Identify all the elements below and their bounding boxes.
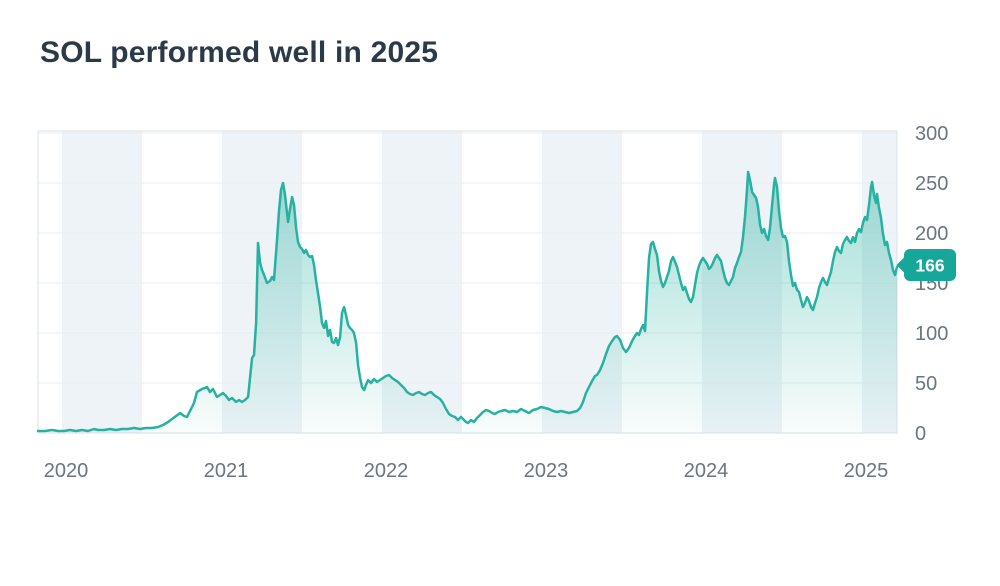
current-price-badge: 166 <box>896 249 956 281</box>
x-tick-label: 2024 <box>684 460 729 482</box>
y-tick-label: 300 <box>915 123 948 145</box>
x-axis: 2020 2021 2022 2023 2024 2025 <box>44 460 889 482</box>
y-tick-label: 0 <box>915 423 926 445</box>
x-tick-label: 2021 <box>204 460 249 482</box>
area-fill <box>38 172 897 433</box>
y-tick-label: 250 <box>915 173 948 195</box>
x-tick-label: 2022 <box>364 460 409 482</box>
y-tick-label: 100 <box>915 323 948 345</box>
y-tick-label: 50 <box>915 373 937 395</box>
x-tick-label: 2025 <box>844 460 889 482</box>
y-axis: 0 50 100 150 200 250 300 <box>915 123 948 445</box>
price-line <box>36 170 899 433</box>
badge-background <box>904 249 956 281</box>
x-tick-label: 2020 <box>44 460 89 482</box>
x-tick-label: 2023 <box>524 460 569 482</box>
y-tick-label: 200 <box>915 223 948 245</box>
badge-arrow <box>896 256 905 274</box>
chart-hover-area[interactable] <box>38 131 897 433</box>
chart-title: SOL performed well in 2025 <box>40 36 439 69</box>
badge-value: 166 <box>915 256 944 276</box>
